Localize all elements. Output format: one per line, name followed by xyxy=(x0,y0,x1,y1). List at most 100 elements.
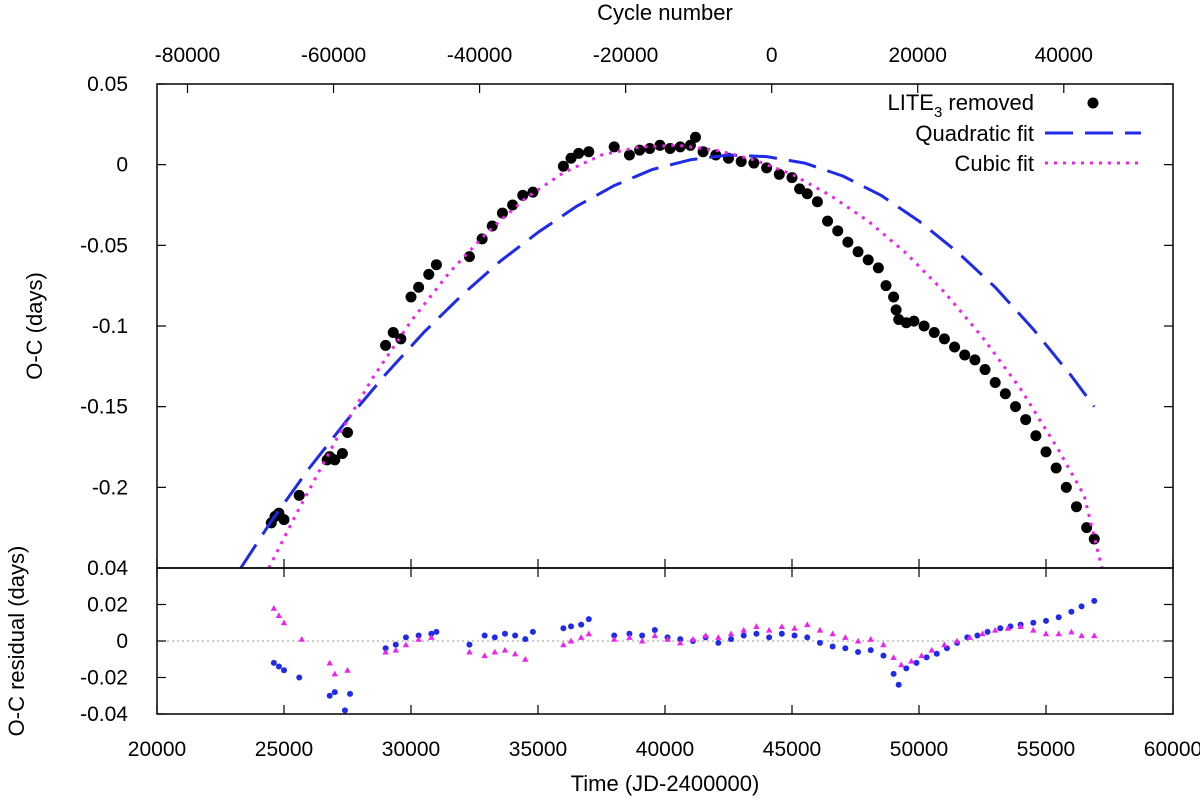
lite3-point xyxy=(773,168,785,180)
cubic-residual-point xyxy=(829,630,836,637)
lite3-point xyxy=(989,376,1001,388)
residual-y-tick-label: 0 xyxy=(116,630,128,653)
lite3-point xyxy=(1088,533,1100,545)
lite3-point xyxy=(1081,522,1093,534)
quadratic-residual-point xyxy=(842,645,849,652)
lite3-point xyxy=(405,291,417,303)
quadratic-residual-point xyxy=(275,663,282,670)
lite3-point xyxy=(1040,446,1052,458)
cubic-residual-point xyxy=(1042,630,1050,637)
quadratic-residual-point xyxy=(296,674,303,681)
cubic-residual-point xyxy=(867,635,874,642)
quadratic-residual-point xyxy=(778,630,785,637)
quadratic-residual-point xyxy=(855,648,862,655)
quadratic-residual-point xyxy=(270,659,277,666)
lite3-point xyxy=(862,254,874,266)
cubic-residual-point xyxy=(402,641,410,648)
cubic-residual-point xyxy=(331,670,338,677)
cubic-residual-point xyxy=(880,641,887,648)
lite3-point xyxy=(507,199,519,211)
cubic-residual-point xyxy=(466,648,473,655)
lite3-point xyxy=(689,131,701,143)
lite3-point xyxy=(557,160,569,172)
x-tick-label: 20000 xyxy=(128,738,186,761)
quadratic-residual-point xyxy=(585,616,592,623)
lite3-point xyxy=(832,225,844,237)
residual-y-tick-label: -0.02 xyxy=(80,667,128,690)
cubic-residual-point xyxy=(791,625,798,631)
lite3-point xyxy=(463,251,475,263)
lite3-point xyxy=(1030,430,1042,442)
quadratic-residual-point xyxy=(392,641,399,648)
cubic-residual-point xyxy=(1078,632,1085,639)
cubic-residual-point xyxy=(344,667,351,673)
cubic-residual-point xyxy=(638,637,646,644)
quadratic-residual-point xyxy=(281,667,287,674)
cubic-residual-point xyxy=(677,639,684,646)
lite3-point xyxy=(583,146,595,158)
quadratic-residual-point xyxy=(568,623,575,630)
cubic-residual-point xyxy=(392,646,399,653)
cubic-residual-point xyxy=(326,659,333,666)
cubic-residual-point xyxy=(651,632,659,639)
quadratic-residual-point xyxy=(1043,617,1049,624)
quadratic-residual-point xyxy=(923,654,930,661)
cubic-residual-point xyxy=(585,630,592,637)
quadratic-residual-point xyxy=(433,628,440,635)
cubic-residual-point xyxy=(577,634,585,640)
quadratic-residual-point xyxy=(481,632,488,639)
lite3-point xyxy=(527,186,539,198)
cubic-residual-point xyxy=(727,630,735,637)
cubic-residual-point xyxy=(275,612,283,619)
cubic-residual-point xyxy=(979,630,986,637)
cubic-residual-point xyxy=(854,637,862,644)
top-x-tick-label: -80000 xyxy=(155,44,220,67)
quadratic-residual-point xyxy=(740,632,747,639)
x-tick-label: 60000 xyxy=(1144,738,1200,761)
residual-y-tick-label: -0.04 xyxy=(80,703,128,726)
x-tick-label: 35000 xyxy=(509,738,567,761)
quadratic-residual-point xyxy=(341,707,348,714)
cubic-residual-point xyxy=(740,626,747,633)
quadratic-residual-point xyxy=(1068,608,1075,615)
lite3-point xyxy=(1010,401,1022,413)
cubic-residual-point xyxy=(611,635,618,642)
cubic-residual-point xyxy=(816,626,824,633)
cubic-residual-point xyxy=(1017,623,1024,629)
legend-marker-lite3 xyxy=(1087,97,1099,109)
legend-lite-subscript: 3 xyxy=(934,104,942,121)
lite3-point xyxy=(608,141,620,153)
lite3-point xyxy=(938,333,950,345)
cubic-residual-point xyxy=(511,650,519,657)
cubic-residual-point xyxy=(765,626,773,633)
cubic-residual-point xyxy=(1091,632,1098,639)
lite3-point xyxy=(684,139,696,151)
cubic-residual-point xyxy=(804,621,811,628)
top-axis-title: Cycle number xyxy=(597,0,733,25)
quadratic-residual-point xyxy=(578,621,585,628)
cubic-residual-point xyxy=(481,652,488,659)
quadratic-residual-point xyxy=(1030,619,1037,626)
lite3-point xyxy=(786,172,798,184)
cubic-residual-point xyxy=(664,635,671,642)
main-y-tick-label: 0 xyxy=(116,154,128,177)
lite3-point xyxy=(928,326,940,338)
cubic-residual-point xyxy=(1068,628,1075,635)
lite3-point xyxy=(387,326,399,338)
lite3-point xyxy=(654,139,666,151)
lite3-point xyxy=(822,215,834,227)
cubic-residual-point xyxy=(1004,625,1012,631)
top-x-tick-label: 20000 xyxy=(889,44,947,67)
quadratic-residual-point xyxy=(890,670,897,677)
lite3-point xyxy=(573,147,585,159)
lite3-point xyxy=(852,246,864,258)
cubic-fit-line xyxy=(267,143,1104,568)
lite3-point xyxy=(496,207,508,219)
quadratic-residual-point xyxy=(804,634,811,641)
x-tick-label: 50000 xyxy=(890,738,948,761)
lite3-point xyxy=(979,364,991,376)
quadratic-residual-point xyxy=(347,690,354,697)
lite3-point xyxy=(880,280,892,292)
quadratic-residual-point xyxy=(466,641,473,648)
quadratic-residual-point xyxy=(639,632,646,639)
